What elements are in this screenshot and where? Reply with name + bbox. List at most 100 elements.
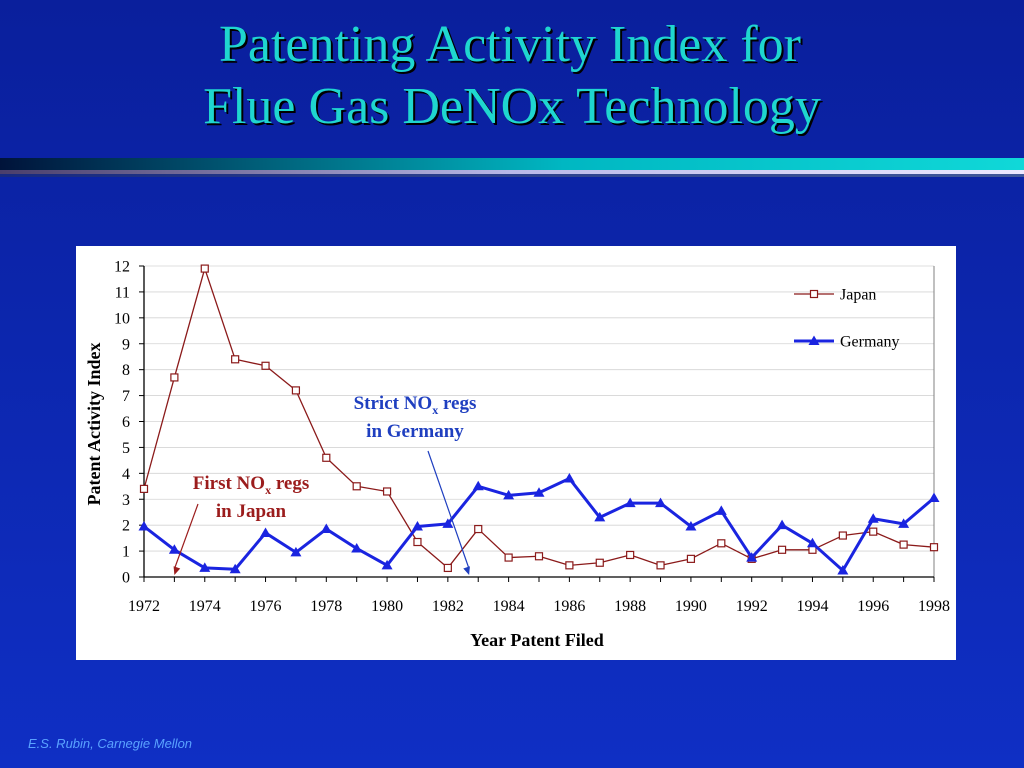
legend-label-germany: Germany <box>840 334 900 351</box>
data-point-germany <box>381 559 393 570</box>
data-point-japan <box>777 545 787 554</box>
chart-panel: 0 1 2 3 4 5 6 7 8 9 10 11 12 1972 1974 1976 1978 1980 198… <box>76 246 956 660</box>
data-point-japan <box>869 527 878 536</box>
data-point-germany <box>351 542 363 553</box>
annotation-germany-line2: in Germany <box>366 421 464 442</box>
x-tick-label: 1998 <box>918 598 950 615</box>
annotation-japan-line2: in Japan <box>216 501 287 522</box>
data-point-germany <box>685 520 697 531</box>
data-point-germany <box>776 519 788 530</box>
slide-title-line2: Flue Gas DeNOx Technology <box>203 78 821 135</box>
data-point-japan <box>929 543 939 552</box>
data-point-germany <box>168 544 180 554</box>
y-tick-label: 3 <box>122 492 130 509</box>
y-tick-label: 11 <box>115 284 130 301</box>
data-point-japan <box>443 563 452 573</box>
y-tick-label: 8 <box>122 362 130 379</box>
data-point-japan <box>200 264 209 273</box>
data-point-germany <box>746 552 758 562</box>
title-divider-highlight <box>0 170 1024 174</box>
data-point-japan <box>231 355 240 364</box>
series-line-japan <box>143 267 935 569</box>
data-point-germany <box>563 473 575 483</box>
data-point-japan <box>565 561 574 570</box>
data-point-japan <box>656 561 665 570</box>
data-point-japan <box>534 552 544 561</box>
y-tick-label: 10 <box>114 310 130 327</box>
annotation-germany-arrow <box>427 450 470 570</box>
annotations: First NOx regs in Japan Strict NOx regs in … <box>173 393 477 575</box>
data-point-japan <box>595 558 604 567</box>
x-tick-label: 1974 <box>189 598 221 615</box>
x-axis-label: Year Patent Filed <box>470 630 604 650</box>
legend-label-japan: Japan <box>840 287 876 304</box>
data-point-germany <box>928 492 940 502</box>
x-axis-ticks: 1972 1974 1976 1978 1980 1982 1984 1986 1988 1990… <box>128 577 950 615</box>
data-point-japan <box>413 537 422 547</box>
x-tick-label: 1982 <box>432 598 464 615</box>
data-point-japan <box>838 531 847 540</box>
data-point-germany <box>411 520 423 531</box>
x-tick-label: 1980 <box>371 598 403 615</box>
x-tick-label: 1972 <box>128 598 160 615</box>
data-point-germany <box>533 487 545 497</box>
grid-lines <box>144 265 934 552</box>
data-point-japan <box>504 553 513 562</box>
y-axis-label: Patent Activity Index <box>84 343 104 506</box>
data-point-japan <box>322 453 331 462</box>
data-point-germany <box>806 537 818 548</box>
x-tick-label: 1992 <box>736 598 768 615</box>
title-divider-shadow <box>0 174 1024 177</box>
data-point-germany <box>837 565 849 575</box>
data-point-japan <box>474 524 483 534</box>
x-tick-label: 1984 <box>493 598 525 615</box>
annotation-japan-arrowhead <box>173 566 181 575</box>
data-point-germany <box>898 518 910 528</box>
x-tick-label: 1986 <box>553 598 585 615</box>
data-point-germany <box>320 523 332 534</box>
annotation-germany-arrowhead <box>463 566 470 575</box>
data-point-germany <box>715 505 727 515</box>
series-group <box>138 264 940 575</box>
x-tick-label: 1996 <box>857 598 889 615</box>
y-tick-label: 9 <box>122 336 130 353</box>
legend-marker-japan <box>809 289 819 299</box>
data-point-germany <box>624 497 636 508</box>
legend: Japan Germany <box>794 287 900 351</box>
data-point-germany <box>472 480 484 491</box>
data-point-germany <box>655 497 667 508</box>
slide-title: Patenting Activity Index for Flue Gas De… <box>0 14 1024 138</box>
data-point-germany <box>138 520 150 531</box>
y-tick-label: 4 <box>122 466 130 483</box>
data-point-germany <box>594 511 606 522</box>
data-point-germany <box>867 513 879 523</box>
data-point-japan <box>261 361 270 370</box>
x-tick-label: 1976 <box>250 598 282 615</box>
data-point-japan <box>686 554 696 563</box>
data-point-japan <box>291 386 301 395</box>
data-point-germany <box>442 518 454 528</box>
data-point-japan <box>139 484 149 493</box>
x-tick-label: 1978 <box>310 598 342 615</box>
title-divider-bar <box>0 158 1024 170</box>
data-point-japan <box>717 539 726 548</box>
y-tick-label: 2 <box>122 518 130 535</box>
data-point-germany <box>229 563 241 574</box>
y-tick-label: 0 <box>122 570 130 587</box>
data-point-japan <box>170 373 179 382</box>
data-point-japan <box>899 540 908 549</box>
data-point-japan <box>352 482 361 491</box>
y-tick-label: 5 <box>122 440 130 457</box>
x-tick-label: 1994 <box>796 598 828 615</box>
annotation-germany-line1: Strict NOx regs <box>354 393 477 417</box>
annotation-japan-line1: First NOx regs <box>193 473 309 497</box>
data-point-germany <box>260 527 272 537</box>
x-tick-label: 1990 <box>675 598 707 615</box>
data-point-germany <box>290 546 302 557</box>
y-tick-label: 7 <box>122 388 130 405</box>
y-tick-label: 6 <box>122 414 130 431</box>
data-point-germany <box>199 562 211 572</box>
legend-marker-germany <box>808 335 820 345</box>
y-tick-label: 1 <box>122 544 130 561</box>
